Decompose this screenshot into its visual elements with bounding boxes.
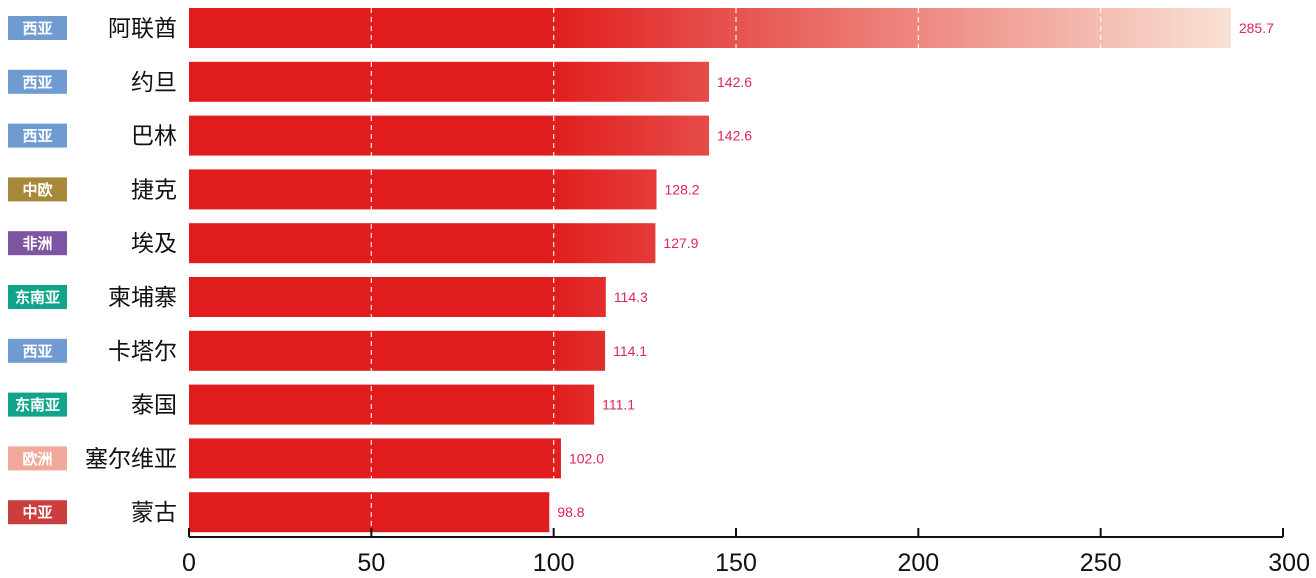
region-tag-background <box>8 338 67 363</box>
country-label: 埃及 <box>131 231 177 257</box>
region-tag: 西亚 <box>8 123 67 148</box>
value-label: 127.9 <box>663 235 698 251</box>
country-label: 巴林 <box>131 124 177 150</box>
value-label: 142.6 <box>717 128 752 144</box>
region-tag-background <box>8 231 67 256</box>
bar <box>189 115 710 156</box>
value-label: 114.1 <box>613 343 647 359</box>
region-tag-background <box>8 446 67 471</box>
region-tag: 非洲 <box>8 231 67 256</box>
x-tick-label: 200 <box>897 549 939 577</box>
country-label: 柬埔寨 <box>108 285 177 311</box>
region-tag-label: 中欧 <box>22 181 52 199</box>
bar <box>189 384 595 425</box>
bar <box>189 330 606 371</box>
value-label: 98.8 <box>557 504 584 520</box>
value-label: 128.2 <box>665 181 700 197</box>
region-tag-background <box>8 285 67 309</box>
gridlines <box>370 8 1102 537</box>
region-tag-label: 非洲 <box>22 235 52 253</box>
country-label: 塞尔维亚 <box>85 446 177 472</box>
country-label: 蒙古 <box>131 500 177 526</box>
region-tag: 欧洲 <box>8 446 67 471</box>
region-tag-background <box>8 392 67 417</box>
region-tag-label: 西亚 <box>22 127 52 145</box>
region-tag: 东南亚 <box>8 285 67 309</box>
region-tag-background <box>8 69 67 94</box>
value-label: 102.0 <box>569 450 604 466</box>
region-tag-label: 西亚 <box>22 342 52 360</box>
x-tick-label: 50 <box>357 549 385 577</box>
region-tag-label: 东南亚 <box>15 396 60 414</box>
bar <box>189 438 561 479</box>
bar <box>189 61 710 102</box>
x-axis: 0 50 100 150 200 250 300 <box>182 528 1310 577</box>
country-label: 阿联酋 <box>108 16 177 42</box>
region-tag: 中欧 <box>8 177 67 202</box>
region-tag-background <box>8 500 67 525</box>
region-tag: 西亚 <box>8 338 67 363</box>
region-tag-background <box>8 16 67 40</box>
x-tick-label: 250 <box>1080 549 1122 577</box>
bars <box>189 8 1231 533</box>
region-tag-label: 西亚 <box>22 73 52 91</box>
bar <box>189 223 656 264</box>
x-tick-label: 150 <box>715 549 757 577</box>
region-tag-label: 中亚 <box>22 504 52 522</box>
value-label: 285.7 <box>1239 20 1274 36</box>
country-label: 捷克 <box>131 177 177 203</box>
country-label: 卡塔尔 <box>108 339 177 365</box>
region-tag: 西亚 <box>8 16 67 40</box>
country-label: 泰国 <box>131 393 177 419</box>
region-tag-background <box>8 177 67 202</box>
region-tag-label: 西亚 <box>22 20 52 38</box>
bar <box>189 169 657 210</box>
x-tick-label: 0 <box>182 549 196 577</box>
region-tag: 中亚 <box>8 500 67 525</box>
value-label: 111.1 <box>602 397 635 413</box>
value-labels: 285.7 142.6 142.6 128.2 127.9 114.3 114.1 111.1… <box>557 20 1274 520</box>
region-tag: 东南亚 <box>8 392 67 417</box>
country-label: 约旦 <box>131 70 177 96</box>
region-tag-background <box>8 123 67 148</box>
value-label: 142.6 <box>717 74 752 90</box>
x-tick-label: 300 <box>1268 549 1310 577</box>
x-tick-label: 100 <box>533 549 575 577</box>
region-tag-label: 东南亚 <box>15 289 60 307</box>
bar <box>189 492 550 533</box>
bar <box>189 277 606 317</box>
region-tag: 西亚 <box>8 69 67 94</box>
region-tag-label: 欧洲 <box>22 450 52 468</box>
bar <box>189 8 1231 48</box>
value-label: 114.3 <box>614 289 648 305</box>
